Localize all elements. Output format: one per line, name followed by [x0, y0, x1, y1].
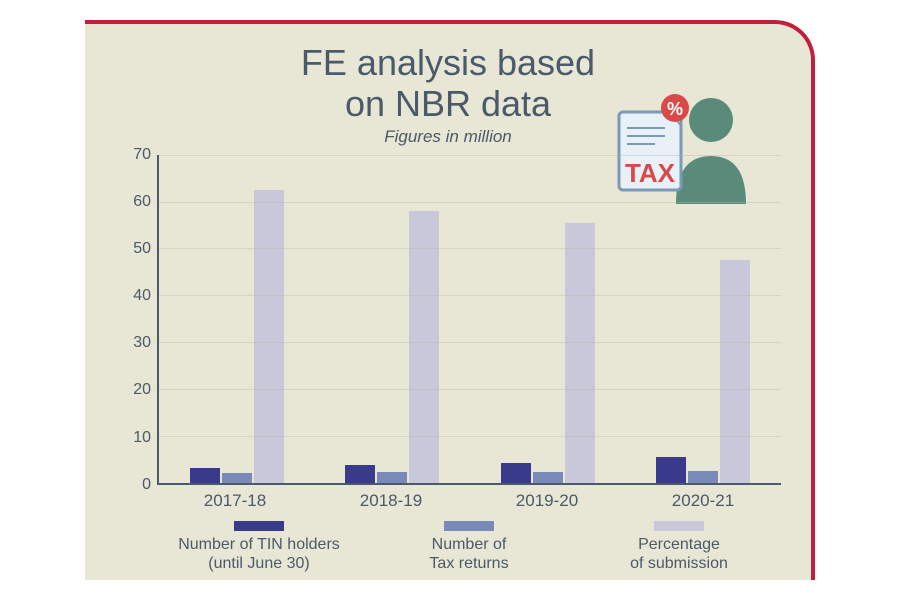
legend-label: Percentageof submission: [630, 535, 728, 573]
title-line-2: on NBR data: [345, 83, 551, 124]
percent-text: %: [667, 99, 683, 119]
x-label: 2020-21: [643, 491, 763, 511]
bar-tax_returns: [377, 472, 407, 482]
grid-line: [159, 295, 781, 296]
legend-item-tax_returns: Number ofTax returns: [379, 521, 559, 573]
x-axis-labels: 2017-18 2018-19 2019-20 2020-21: [157, 491, 781, 511]
bar-pct_submission: [254, 190, 284, 483]
bar-group: [501, 155, 595, 483]
y-tick: 50: [115, 240, 151, 258]
grid-line: [159, 155, 781, 156]
y-tick: 0: [115, 476, 151, 494]
plot-area: [157, 155, 781, 485]
x-label: 2019-20: [487, 491, 607, 511]
grid-line: [159, 202, 781, 203]
y-tick: 20: [115, 381, 151, 399]
bar-pct_submission: [565, 223, 595, 483]
grid-line: [159, 248, 781, 249]
y-tick: 30: [115, 334, 151, 352]
legend-label: Number of TIN holders(until June 30): [178, 535, 340, 573]
grid-line: [159, 436, 781, 437]
bar-tax_returns: [222, 473, 252, 482]
bar-groups: [159, 155, 781, 483]
legend-swatch: [234, 521, 284, 531]
bar-tax_returns: [688, 471, 718, 483]
bar-pct_submission: [720, 260, 750, 483]
bar-tax_returns: [533, 472, 563, 483]
bar-tin_holders: [656, 457, 686, 483]
legend-item-pct_submission: Percentageof submission: [589, 521, 769, 573]
bar-tin_holders: [190, 468, 220, 483]
x-label: 2018-19: [331, 491, 451, 511]
chart-area: 010203040506070: [115, 155, 781, 485]
bar-group: [345, 155, 439, 483]
y-tick: 60: [115, 193, 151, 211]
chart-card: FE analysis based on NBR data Figures in…: [85, 20, 815, 580]
title-line-1: FE analysis based: [301, 42, 595, 83]
y-axis: 010203040506070: [115, 155, 157, 485]
y-tick: 40: [115, 287, 151, 305]
y-tick: 10: [115, 429, 151, 447]
legend-item-tin_holders: Number of TIN holders(until June 30): [169, 521, 349, 573]
bar-group: [656, 155, 750, 483]
bar-pct_submission: [409, 211, 439, 483]
grid-line: [159, 342, 781, 343]
y-tick: 70: [115, 146, 151, 164]
bar-group: [190, 155, 284, 483]
grid-line: [159, 389, 781, 390]
legend: Number of TIN holders(until June 30) Numb…: [157, 521, 781, 573]
bar-tin_holders: [345, 465, 375, 483]
legend-swatch: [654, 521, 704, 531]
legend-swatch: [444, 521, 494, 531]
bar-tin_holders: [501, 463, 531, 483]
x-label: 2017-18: [175, 491, 295, 511]
legend-label: Number ofTax returns: [429, 535, 508, 573]
